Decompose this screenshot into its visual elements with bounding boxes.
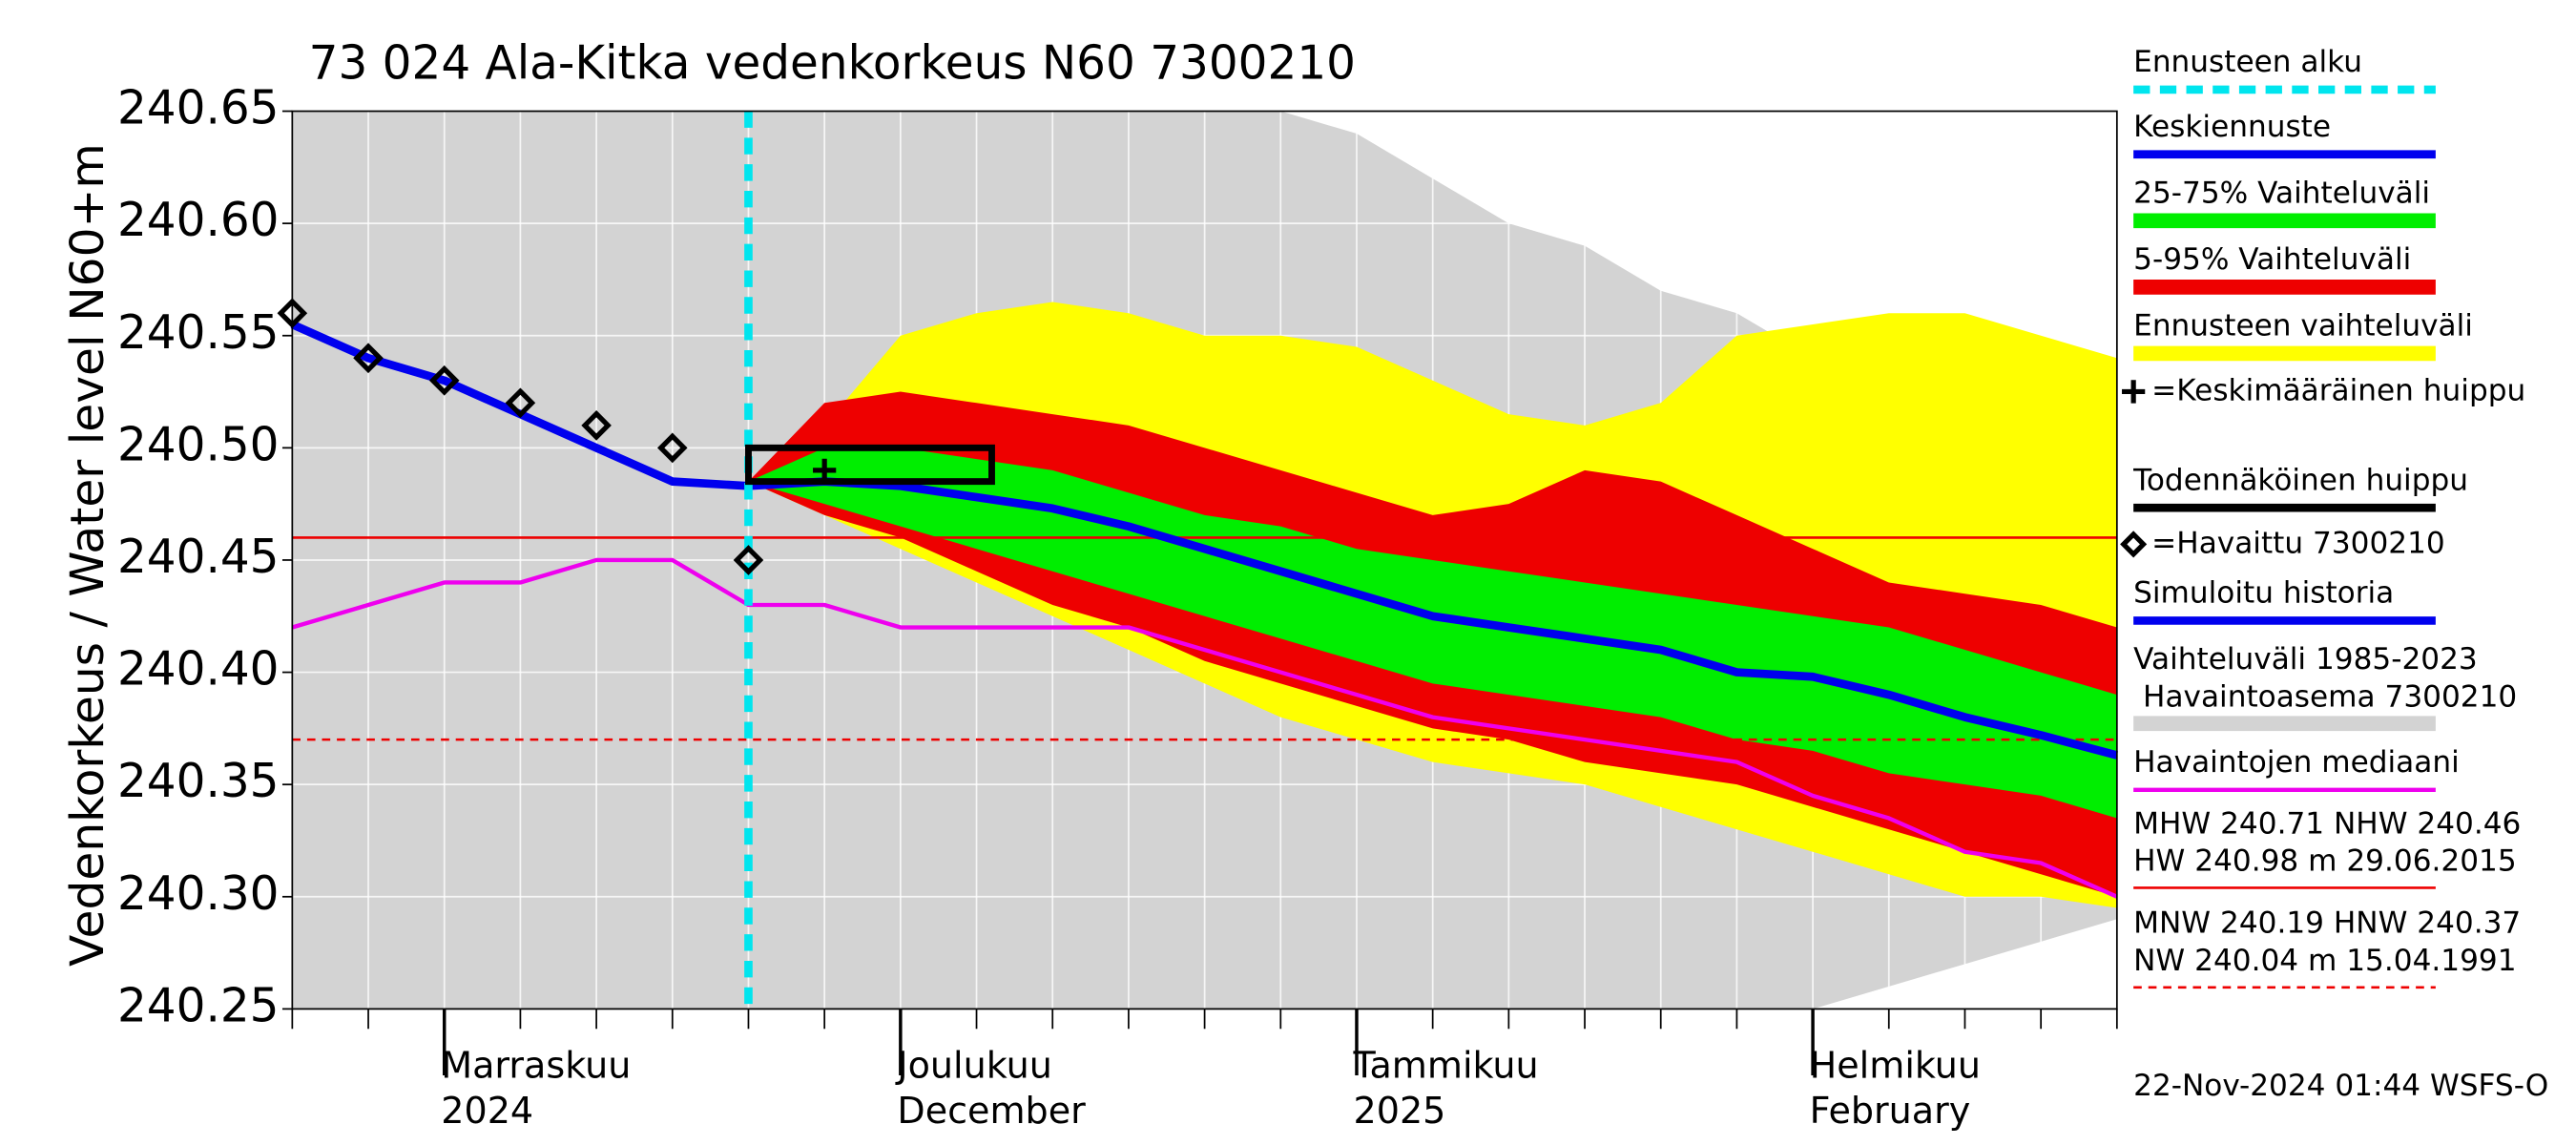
y-tick-label: 240.60: [117, 194, 280, 247]
line: [748, 477, 2118, 760]
legend-label: MHW 240.71 NHW 240.46 HW 240.98 m 29.06.2…: [2133, 806, 2521, 878]
y-tick-label: 240.50: [117, 418, 280, 471]
mean-peak: [813, 458, 837, 483]
footer: 22-Nov-2024 01:44 WSFS-O: [2133, 1069, 2548, 1103]
observation: [581, 409, 612, 441]
legend-label: Simuloitu historia: [2133, 576, 2394, 611]
x-tick-label: Tammikuu 2025: [1353, 1044, 1539, 1132]
y-tick-label: 240.25: [117, 979, 280, 1032]
legend-label: MNW 240.19 HNW 240.37 NW 240.04 m 15.04.1…: [2133, 906, 2521, 978]
observation: [505, 387, 536, 419]
y-axis-label: Vedenkorkeus / Water level: [61, 334, 114, 967]
legend-label: 5-95% Vaihteluväli: [2133, 242, 2411, 277]
observation: [656, 432, 688, 464]
observation: [733, 545, 764, 575]
legend-label: Havaintojen mediaani: [2133, 745, 2460, 780]
x-tick-label: Joulukuu December: [895, 1044, 1086, 1132]
legend-label: Ennusteen alku: [2133, 45, 2362, 79]
y-tick-label: 240.30: [117, 867, 280, 921]
legend-marker: [2122, 380, 2146, 404]
legend-label: =Havaittu 7300210: [2151, 526, 2445, 560]
legend-marker: [2120, 531, 2148, 558]
y-tick-label: 240.40: [117, 642, 280, 696]
y-tick-label: 240.55: [117, 306, 280, 360]
band: [748, 448, 2117, 819]
observation: [353, 343, 384, 374]
legend-label: =Keskimääräinen huippu: [2151, 373, 2525, 407]
x-tick-label: Marraskuu 2024: [441, 1044, 631, 1132]
probable-peak: [745, 444, 995, 486]
y-unit-label: N60+m: [61, 143, 114, 322]
observation: [428, 364, 460, 396]
legend-label: Keskiennuste: [2133, 110, 2331, 144]
legend-label: Vaihteluväli 1985-2023 Havaintoasema 730…: [2133, 642, 2517, 714]
chart-title: 73 024 Ala-Kitka vedenkorkeus N60 730021…: [309, 36, 1356, 90]
y-tick-label: 240.35: [117, 755, 280, 808]
legend-label: Todennäköinen huippu: [2132, 463, 2468, 497]
line: [291, 557, 2118, 899]
x-tick-label: Helmikuu February: [1810, 1044, 1981, 1132]
legend-label: 25-75% Vaihteluväli: [2133, 176, 2430, 210]
legend-label: Ennusteen vaihteluväli: [2133, 309, 2473, 344]
y-tick-label: 240.45: [117, 531, 280, 584]
y-tick-label: 240.65: [117, 81, 280, 135]
